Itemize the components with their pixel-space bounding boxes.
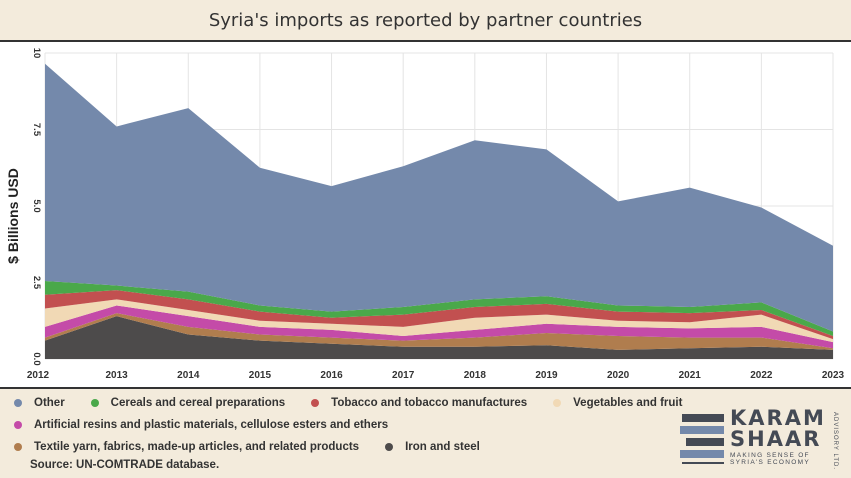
legend-label: Textile yarn, fabrics, made-up articles,… [34, 441, 360, 453]
area-series-1 [45, 313, 833, 350]
divider [0, 387, 851, 389]
legend-item: Other [14, 397, 65, 409]
legend-swatch-icon [14, 421, 22, 429]
y-tick-label: 0.0 [31, 352, 42, 365]
legend-item: Artificial resins and plastic materials,… [14, 419, 388, 431]
source-note: Source: UN-COMTRADE database. [30, 459, 220, 471]
x-tick-label: 2018 [464, 370, 487, 381]
x-tick-label: 2016 [320, 370, 343, 381]
stacked-area-chart: 2012 2013 2014 2015 2016 2017 2018 2019 2020 2021… [5, 48, 845, 381]
legend-swatch-icon [385, 443, 394, 451]
title-bar: Syria's imports as reported by partner c… [0, 0, 851, 42]
x-tick-label: 2015 [249, 370, 272, 381]
brand-logo: KARAM SHAAR MAKING SENSE OF SYRIA'S ECON… [680, 408, 840, 470]
legend-label: Vegetables and fruit [573, 397, 683, 409]
legend-row: Textile yarn, fabrics, made-up articles,… [14, 436, 664, 458]
logo-line-2: SHAAR [730, 427, 822, 451]
area-series-5 [45, 280, 833, 337]
y-axis-label: $ Billions USD [5, 168, 21, 264]
legend-label: Other [34, 397, 65, 409]
legend-item: Tobacco and tobacco manufactures [311, 397, 527, 409]
legend-swatch-icon [311, 399, 320, 407]
logo-tagline-2: SYRIA'S ECONOMY [730, 459, 810, 466]
legend-item: Textile yarn, fabrics, made-up articles,… [14, 441, 359, 453]
legend-label: Iron and steel [405, 441, 480, 453]
legend-swatch-icon [553, 399, 562, 407]
legend-item: Vegetables and fruit [553, 397, 682, 409]
y-tick-label: 10 [31, 48, 42, 59]
legend-swatch-icon [90, 399, 99, 407]
logo-mark-icon [680, 412, 726, 468]
x-tick-label: 2021 [679, 370, 702, 381]
legend-label: Cereals and cereal preparations [110, 397, 286, 409]
legend-row: Other Cereals and cereal preparations Toba… [14, 392, 682, 414]
area-series-2 [45, 305, 833, 349]
area-series-0 [45, 316, 833, 359]
legend-item: Cereals and cereal preparations [90, 397, 286, 409]
legend-item: Iron and steel [385, 441, 480, 453]
legend-swatch-icon [14, 399, 22, 407]
x-tick-label: 2012 [27, 370, 50, 381]
legend-label: Tobacco and tobacco manufactures [331, 397, 528, 409]
x-tick-label: 2017 [392, 370, 415, 381]
x-tick-label: 2019 [535, 370, 558, 381]
x-tick-label: 2022 [750, 370, 773, 381]
x-tick-label: 2014 [177, 370, 200, 381]
area-series-6 [45, 63, 833, 332]
legend-row: Artificial resins and plastic materials,… [14, 414, 664, 436]
y-tick-label: 2.5 [31, 276, 42, 290]
legend: Other Cereals and cereal preparations Toba… [14, 392, 682, 458]
x-tick-label: 2020 [607, 370, 630, 381]
plot-area: 2012 2013 2014 2015 2016 2017 2018 2019 2020 2021… [0, 42, 851, 388]
area-series-3 [45, 299, 833, 343]
legend-label: Artificial resins and plastic materials,… [34, 419, 389, 431]
x-tick-label: 2023 [822, 370, 845, 381]
y-tick-label: 5.0 [31, 199, 42, 212]
area-series-4 [45, 290, 833, 340]
legend-swatch-icon [14, 443, 22, 451]
x-tick-label: 2013 [106, 370, 129, 381]
logo-line-1: KARAM [730, 406, 826, 430]
logo-side-text: ADVISORY LTD. [832, 412, 838, 471]
y-tick-label: 7.5 [31, 123, 42, 137]
chart-title: Syria's imports as reported by partner c… [208, 9, 643, 31]
logo-tagline-1: MAKING SENSE OF [730, 452, 810, 459]
